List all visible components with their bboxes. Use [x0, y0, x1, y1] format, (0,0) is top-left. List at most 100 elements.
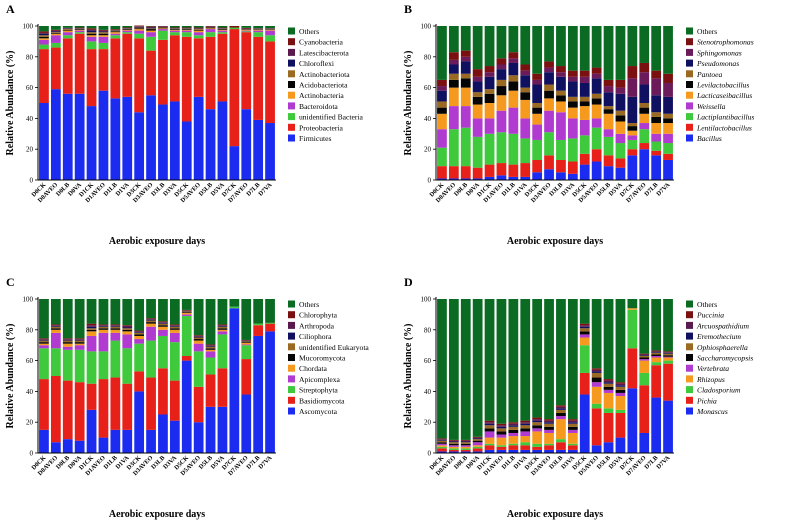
panel-letter: A [6, 2, 15, 16]
legend-entry: Pseudomonas [696, 59, 739, 68]
bar-segment-others [122, 299, 132, 325]
bar-segment-eremothecium [508, 425, 518, 427]
bar-d7lb [651, 26, 661, 180]
bar-segment-pichia [485, 445, 495, 450]
bar-segment-ophiosphaerella [544, 424, 554, 427]
bar-segment-arthropoda [206, 345, 216, 346]
legend-swatch [288, 49, 295, 56]
bar-segment-pichia [497, 447, 507, 450]
bar-segment-actinobacteria [170, 30, 180, 31]
bar-segment-lentilactobacillus [473, 168, 483, 179]
bar-segment-lactiplantibacillus [604, 137, 614, 155]
bar-segment-stenotrophomonas [532, 74, 542, 80]
bar-segment-lentilactobacillus [663, 154, 673, 160]
bar-segment-pantoea [520, 88, 530, 93]
bar-segment-streptophyta [182, 316, 192, 356]
bar-segment-levilactobacillus [556, 95, 566, 101]
bar-segment-weissella [544, 111, 554, 133]
bar-segment-saccharomycopsis [616, 390, 626, 393]
bar-segment-weissella [604, 129, 614, 137]
bar-segment-others [182, 26, 192, 28]
bar-segment-proteobacteria [194, 38, 204, 97]
bar-segment-ophiosphaerella [592, 373, 602, 378]
bar-segment-arcuospathidium [520, 422, 530, 424]
bar-segment-others [218, 299, 228, 324]
bar-segment-lactiplantibacillus [485, 134, 495, 165]
bar-segment-bacteroidota [75, 31, 85, 33]
bar-segment-others [604, 26, 614, 80]
legend-swatch [686, 397, 693, 404]
bar-segment-acidobacteriota [75, 29, 85, 30]
bar-segment-others [437, 299, 447, 438]
bar-segment-actinobacteria [110, 32, 120, 34]
bar-segment-sphingomonas [663, 83, 673, 97]
bar-segment-mucoromycota [194, 339, 204, 341]
bar-segment-weissella [508, 108, 518, 134]
bar-segment-puccinia [639, 354, 649, 355]
bar-d5aveo [592, 26, 602, 180]
legend-swatch [288, 365, 295, 372]
bar-segment-cladosporium [580, 345, 590, 373]
bar-segment-streptophyta [170, 342, 180, 381]
legend-swatch [686, 365, 693, 372]
bar-segment-levilactobacillus [485, 94, 495, 103]
bar-segment-lacticaseibacillus [461, 88, 471, 106]
bar-segment-rhizopus [556, 419, 566, 439]
bar-segment-pantoea [580, 97, 590, 102]
bar-segment-pseudomonas [592, 78, 602, 93]
bar-segment-lactiplantibacillus [639, 129, 649, 143]
bar-segment-eremothecium [568, 422, 578, 424]
bar-d3aveo [146, 299, 156, 453]
bar-segment-puccinia [437, 438, 447, 439]
bar-segment-eremothecium [639, 355, 649, 356]
legend-entry: Streptophyta [299, 386, 338, 395]
legend-entry: Chlorophyta [299, 311, 338, 320]
bar-d3va [170, 299, 180, 453]
bar-segment-levilactobacillus [532, 108, 542, 114]
bar-segment-mucoromycota [218, 328, 228, 330]
bar-segment-others [663, 26, 673, 74]
bar-segment-streptophyta [218, 334, 228, 368]
bar-segment-others [532, 26, 542, 74]
bar-segment-lentilactobacillus [508, 165, 518, 177]
bar-segment-cladosporium [437, 447, 447, 449]
bar-segment-chordata [87, 331, 97, 336]
bar-segment-lactiplantibacillus [497, 132, 507, 163]
bar-segment-pichia [616, 413, 626, 438]
bar-segment-eremothecium [544, 422, 554, 424]
bar-segment-bacteroidota [206, 29, 216, 32]
bar-segment-stenotrophomonas [592, 68, 602, 74]
legend-swatch [686, 408, 693, 415]
bar-segment-unidentified-bacteria [241, 31, 251, 32]
bar-segment-ascomycota [206, 407, 216, 453]
bar-segment-stenotrophomonas [556, 66, 566, 72]
bar-d5lb [604, 299, 614, 453]
bar-segment-ophiosphaerella [473, 439, 483, 441]
legend-entry: Pichia [696, 396, 717, 405]
bar-d0aveo [51, 299, 61, 453]
panel-letter: C [6, 275, 15, 289]
bar-segment-arcuospathidium [449, 441, 459, 442]
bar-segment-arthropoda [51, 325, 61, 326]
bar-segment-lacticaseibacillus [437, 114, 447, 129]
bar-segment-basidiomycota [194, 387, 204, 422]
legend-swatch [288, 408, 295, 415]
bar-d7lb [253, 26, 263, 180]
bar-segment-pichia [651, 365, 661, 397]
bar-segment-unidentified-eukaryota [87, 328, 97, 330]
bar-segment-pseudomonas [449, 65, 459, 74]
bar-segment-rhizopus [461, 447, 471, 449]
bar-segment-proteobacteria [75, 34, 85, 94]
bar-segment-apicomplexa [99, 333, 109, 351]
bar-segment-others [544, 299, 554, 419]
legend-swatch [686, 354, 693, 361]
bar-segment-mucoromycota [110, 328, 120, 330]
bar-segment-actinobacteriota [194, 29, 204, 30]
bar-segment-rhizopus [532, 431, 542, 443]
y-tick-label: 0 [428, 450, 432, 458]
bar-segment-puccinia [651, 351, 661, 352]
bar-segment-chloroflexi [39, 34, 49, 36]
bar-segment-chloroflexi [51, 31, 61, 32]
legend-swatch [288, 311, 295, 318]
